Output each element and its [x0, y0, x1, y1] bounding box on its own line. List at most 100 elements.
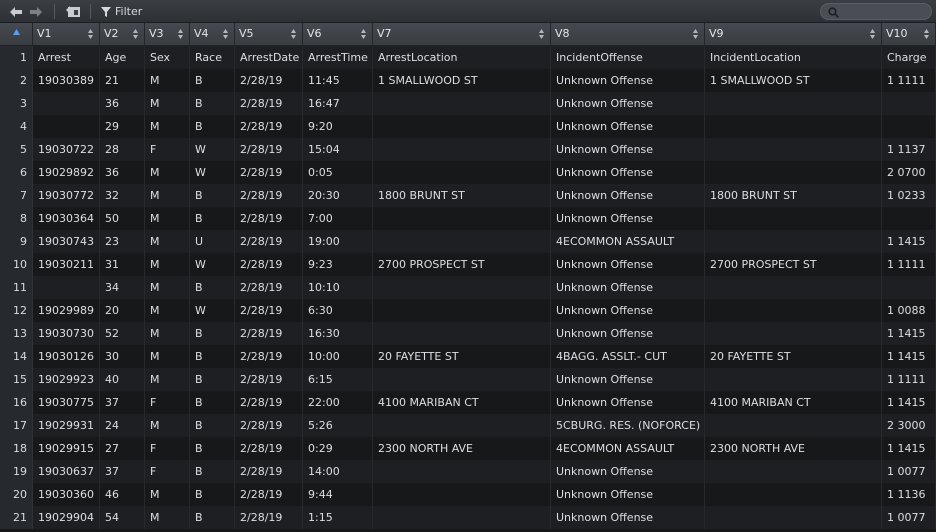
table-cell-v8[interactable]: IncidentOffense — [551, 46, 705, 69]
table-cell-v4[interactable]: B — [190, 414, 235, 437]
table-cell-v5[interactable]: 2/28/19 — [235, 437, 303, 460]
table-cell-v7[interactable]: 1800 BRUNT ST — [373, 184, 551, 207]
table-cell-v5[interactable]: 2/28/19 — [235, 483, 303, 506]
table-cell-v4[interactable]: B — [190, 483, 235, 506]
table-cell-v10[interactable]: 1 0077 — [882, 460, 936, 483]
column-header-v8[interactable]: V8 — [551, 23, 705, 45]
table-cell-v7[interactable]: 1 SMALLWOOD ST — [373, 69, 551, 92]
back-button[interactable] — [8, 4, 24, 19]
table-cell-v5[interactable]: 2/28/19 — [235, 414, 303, 437]
table-cell-v9[interactable] — [705, 506, 882, 529]
table-cell-v7[interactable] — [373, 161, 551, 184]
table-cell-v5[interactable]: 2/28/19 — [235, 506, 303, 529]
table-cell-v5[interactable]: ArrestDate — [235, 46, 303, 69]
table-cell-v1[interactable]: 19029931 — [33, 414, 100, 437]
table-cell-v6[interactable]: 16:30 — [303, 322, 373, 345]
table-cell-v5[interactable]: 2/28/19 — [235, 207, 303, 230]
table-cell-v6[interactable]: 6:15 — [303, 368, 373, 391]
table-cell-v2[interactable]: 37 — [100, 460, 145, 483]
table-cell-v5[interactable]: 2/28/19 — [235, 161, 303, 184]
table-cell-v5[interactable]: 2/28/19 — [235, 92, 303, 115]
table-cell-v1[interactable] — [33, 115, 100, 138]
table-cell-v2[interactable]: 37 — [100, 391, 145, 414]
table-cell-v3[interactable]: M — [145, 322, 190, 345]
table-cell-v6[interactable]: 16:47 — [303, 92, 373, 115]
table-cell-v5[interactable]: 2/28/19 — [235, 184, 303, 207]
table-cell-v9[interactable] — [705, 414, 882, 437]
table-cell-v6[interactable]: 22:00 — [303, 391, 373, 414]
table-cell-v4[interactable]: Race — [190, 46, 235, 69]
table-cell-v2[interactable]: 50 — [100, 207, 145, 230]
table-cell-v5[interactable]: 2/28/19 — [235, 69, 303, 92]
table-cell-v3[interactable]: F — [145, 138, 190, 161]
table-cell-v9[interactable] — [705, 207, 882, 230]
table-cell-v7[interactable]: 2300 NORTH AVE — [373, 437, 551, 460]
table-cell-v2[interactable]: 24 — [100, 414, 145, 437]
table-cell-v4[interactable]: B — [190, 345, 235, 368]
table-cell-v6[interactable]: 6:30 — [303, 299, 373, 322]
table-cell-v7[interactable]: 20 FAYETTE ST — [373, 345, 551, 368]
table-cell-v2[interactable]: 29 — [100, 115, 145, 138]
table-cell-v8[interactable]: Unknown Offense — [551, 483, 705, 506]
table-cell-v3[interactable]: M — [145, 253, 190, 276]
table-cell-v4[interactable]: U — [190, 230, 235, 253]
table-cell-v3[interactable]: M — [145, 368, 190, 391]
table-cell-v6[interactable]: 7:00 — [303, 207, 373, 230]
table-cell-v4[interactable]: B — [190, 184, 235, 207]
table-cell-v9[interactable] — [705, 322, 882, 345]
table-cell-v1[interactable]: 19030722 — [33, 138, 100, 161]
table-cell-v7[interactable] — [373, 483, 551, 506]
table-cell-v10[interactable] — [882, 92, 936, 115]
table-cell-v8[interactable]: 4BAGG. ASSLT.- CUT — [551, 345, 705, 368]
table-cell-v3[interactable]: F — [145, 460, 190, 483]
table-cell-v1[interactable]: 19030126 — [33, 345, 100, 368]
table-cell-v6[interactable]: 11:45 — [303, 69, 373, 92]
table-cell-v2[interactable]: 34 — [100, 276, 145, 299]
table-cell-v7[interactable] — [373, 506, 551, 529]
table-cell-v5[interactable]: 2/28/19 — [235, 391, 303, 414]
table-cell-v8[interactable]: Unknown Offense — [551, 299, 705, 322]
table-cell-v1[interactable]: 19030772 — [33, 184, 100, 207]
table-cell-v1[interactable]: 19029904 — [33, 506, 100, 529]
table-cell-v9[interactable]: 2300 NORTH AVE — [705, 437, 882, 460]
column-header-v6[interactable]: V6 — [303, 23, 373, 45]
table-cell-v1[interactable]: 19030743 — [33, 230, 100, 253]
table-cell-v7[interactable] — [373, 207, 551, 230]
table-cell-v1[interactable]: 19030730 — [33, 322, 100, 345]
table-cell-v4[interactable]: W — [190, 138, 235, 161]
table-cell-v2[interactable]: Age — [100, 46, 145, 69]
table-cell-v5[interactable]: 2/28/19 — [235, 345, 303, 368]
table-cell-v8[interactable]: Unknown Offense — [551, 69, 705, 92]
table-cell-v3[interactable]: F — [145, 437, 190, 460]
table-cell-v9[interactable]: 20 FAYETTE ST — [705, 345, 882, 368]
table-cell-v6[interactable]: 9:20 — [303, 115, 373, 138]
table-cell-v9[interactable] — [705, 299, 882, 322]
table-cell-v5[interactable]: 2/28/19 — [235, 138, 303, 161]
table-cell-v7[interactable] — [373, 299, 551, 322]
table-cell-v1[interactable]: 19030364 — [33, 207, 100, 230]
table-cell-v3[interactable]: M — [145, 276, 190, 299]
table-cell-v10[interactable]: 2 0700 — [882, 161, 936, 184]
column-header-v7[interactable]: V7 — [373, 23, 551, 45]
table-cell-v10[interactable]: 1 1137 — [882, 138, 936, 161]
table-cell-v2[interactable]: 20 — [100, 299, 145, 322]
table-cell-v6[interactable]: 14:00 — [303, 460, 373, 483]
column-header-v3[interactable]: V3 — [145, 23, 190, 45]
table-cell-v9[interactable] — [705, 115, 882, 138]
table-cell-v9[interactable]: 1 SMALLWOOD ST — [705, 69, 882, 92]
table-cell-v4[interactable]: B — [190, 322, 235, 345]
table-cell-v4[interactable]: B — [190, 115, 235, 138]
table-cell-v10[interactable]: Charge — [882, 46, 936, 69]
table-cell-v10[interactable]: 1 0233 — [882, 184, 936, 207]
row-index-header[interactable] — [0, 23, 33, 45]
table-cell-v3[interactable]: M — [145, 92, 190, 115]
table-cell-v9[interactable] — [705, 368, 882, 391]
table-cell-v10[interactable]: 1 1111 — [882, 253, 936, 276]
table-cell-v10[interactable]: 1 1111 — [882, 368, 936, 391]
table-cell-v4[interactable]: B — [190, 92, 235, 115]
table-cell-v6[interactable]: 0:29 — [303, 437, 373, 460]
table-cell-v2[interactable]: 36 — [100, 92, 145, 115]
table-cell-v7[interactable]: 2700 PROSPECT ST — [373, 253, 551, 276]
table-cell-v9[interactable] — [705, 230, 882, 253]
table-cell-v8[interactable]: Unknown Offense — [551, 391, 705, 414]
